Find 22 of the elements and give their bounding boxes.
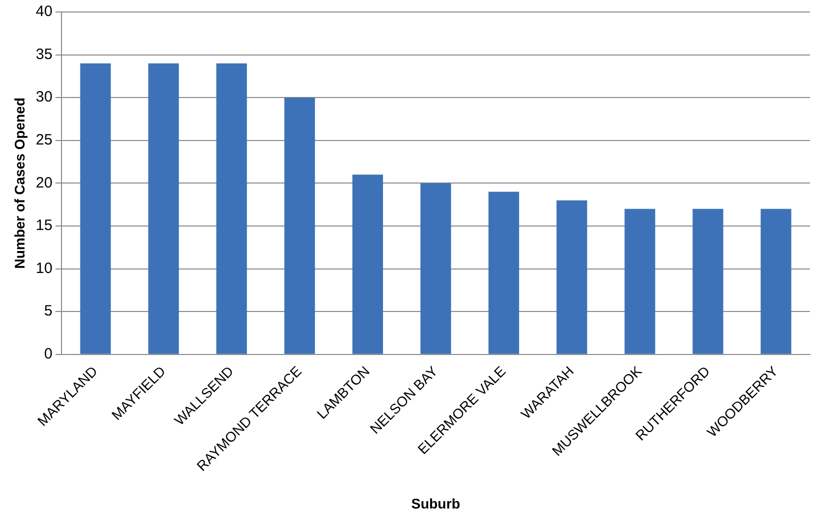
bar	[80, 63, 111, 354]
y-tick-label: 40	[36, 3, 52, 20]
y-tick-label: 35	[36, 46, 52, 63]
bar	[624, 208, 656, 354]
y-tick-label: 20	[36, 174, 52, 192]
y-tick-label: 25	[36, 132, 52, 149]
bar	[692, 208, 724, 354]
y-tick-label: 10	[36, 260, 52, 277]
bar	[488, 192, 520, 354]
bar	[216, 63, 247, 354]
bar	[352, 174, 384, 354]
bar	[760, 208, 792, 354]
y-tick-label: 30	[36, 88, 52, 106]
bar	[556, 200, 588, 354]
y-tick-label: 0	[44, 346, 52, 363]
bar	[148, 63, 179, 354]
x-axis-title: Suburb	[411, 495, 460, 512]
bar	[420, 183, 452, 354]
y-tick-label: 15	[36, 217, 52, 234]
bar	[284, 98, 315, 354]
y-axis-title: Number of Cases Opened	[11, 98, 28, 269]
y-tick-label: 5	[44, 302, 52, 320]
